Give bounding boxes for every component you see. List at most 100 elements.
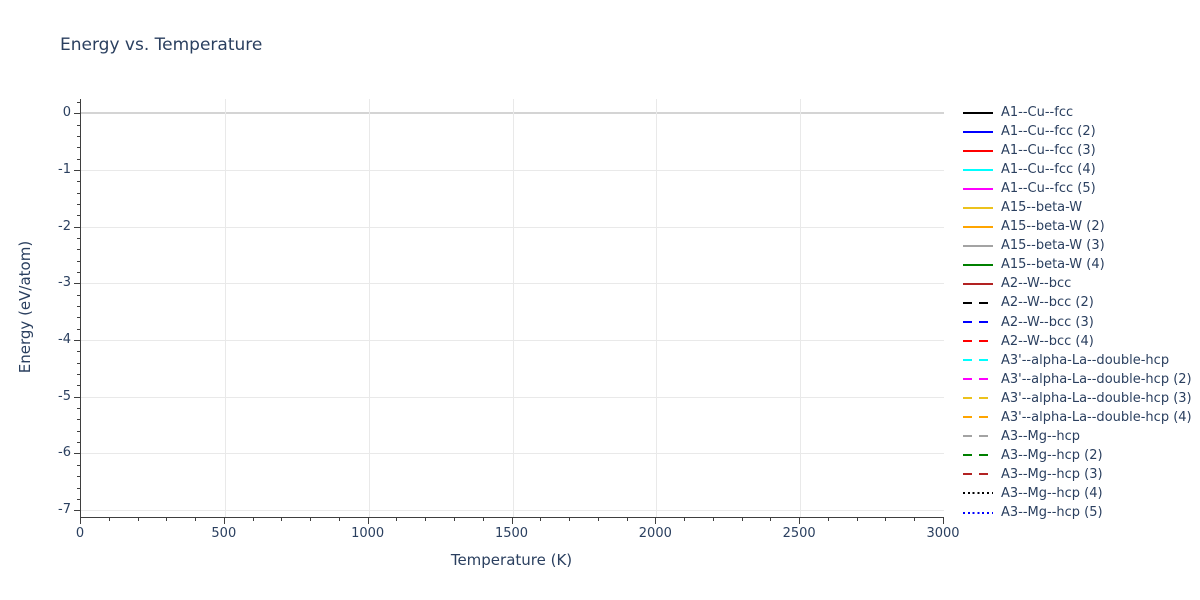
legend-item[interactable]: A3--Mg--hcp (4) bbox=[963, 484, 1192, 503]
legend-item[interactable]: A15--beta-W (4) bbox=[963, 255, 1192, 274]
legend-item[interactable]: A3'--alpha-La--double-hcp (4) bbox=[963, 408, 1192, 427]
legend-item[interactable]: A3--Mg--hcp (3) bbox=[963, 465, 1192, 484]
legend-line-swatch bbox=[963, 301, 993, 304]
chart-title: Energy vs. Temperature bbox=[60, 35, 263, 55]
x-minor-tick bbox=[626, 518, 628, 521]
legend-label: A15--beta-W (4) bbox=[1001, 257, 1105, 273]
legend-item[interactable]: A3'--alpha-La--double-hcp bbox=[963, 351, 1192, 370]
legend-line-swatch bbox=[963, 263, 993, 266]
y-minor-tick bbox=[77, 306, 80, 307]
legend-label: A3--Mg--hcp (2) bbox=[1001, 447, 1103, 463]
y-minor-tick bbox=[77, 181, 80, 183]
legend-item[interactable]: A3'--alpha-La--double-hcp (2) bbox=[963, 370, 1192, 389]
y-minor-tick bbox=[77, 408, 80, 410]
y-minor-tick bbox=[77, 271, 80, 273]
y-tick-label: -3 bbox=[58, 275, 71, 291]
legend-item[interactable]: A3--Mg--hcp (2) bbox=[963, 446, 1192, 465]
legend-item[interactable]: A2--W--bcc (2) bbox=[963, 293, 1192, 312]
y-minor-tick bbox=[77, 260, 80, 262]
y-tick-label: -4 bbox=[58, 332, 71, 348]
y-minor-tick bbox=[77, 135, 80, 137]
legend-label: A15--beta-W bbox=[1001, 200, 1083, 216]
legend-line-swatch bbox=[963, 340, 993, 343]
legend-item[interactable]: A15--beta-W bbox=[963, 198, 1192, 217]
y-minor-tick bbox=[77, 249, 80, 251]
legend-label: A3--Mg--hcp (5) bbox=[1001, 505, 1103, 520]
x-major-tick bbox=[511, 518, 513, 524]
legend-item[interactable]: A1--Cu--fcc (2) bbox=[963, 122, 1192, 141]
y-minor-tick bbox=[77, 192, 80, 194]
y-major-tick bbox=[74, 169, 80, 171]
legend-line-swatch bbox=[963, 168, 993, 171]
legend-item[interactable]: A1--Cu--fcc (3) bbox=[963, 141, 1192, 160]
x-tick-label: 3000 bbox=[926, 526, 960, 541]
legend-line-swatch bbox=[963, 454, 993, 457]
y-minor-tick bbox=[77, 317, 80, 319]
legend-item[interactable]: A1--Cu--fcc (4) bbox=[963, 160, 1192, 179]
x-major-tick bbox=[367, 518, 369, 524]
x-tick-label: 2000 bbox=[638, 526, 672, 541]
legend-item[interactable]: A3--Mg--hcp (5) bbox=[963, 503, 1192, 522]
legend-label: A2--W--bcc (4) bbox=[1001, 333, 1094, 349]
gridline-vertical bbox=[512, 99, 514, 517]
x-major-tick bbox=[655, 518, 657, 524]
legend-line-swatch bbox=[963, 111, 993, 114]
legend-line-swatch bbox=[963, 282, 993, 285]
x-minor-tick bbox=[166, 518, 168, 521]
legend-item[interactable]: A3--Mg--hcp bbox=[963, 427, 1192, 446]
legend-line-swatch bbox=[963, 225, 993, 228]
y-minor-tick bbox=[77, 215, 80, 217]
y-major-tick bbox=[74, 283, 80, 285]
y-minor-tick bbox=[77, 294, 80, 296]
legend-label: A3'--alpha-La--double-hcp (4) bbox=[1001, 409, 1192, 425]
plot-area[interactable] bbox=[80, 99, 944, 518]
x-minor-tick bbox=[252, 518, 254, 521]
legend-line-swatch bbox=[963, 187, 993, 190]
legend-label: A1--Cu--fcc (5) bbox=[1001, 181, 1096, 197]
legend-line-swatch bbox=[963, 321, 993, 324]
x-minor-tick bbox=[108, 518, 110, 521]
x-minor-tick bbox=[597, 518, 599, 521]
x-minor-tick bbox=[741, 518, 743, 521]
y-tick-label: -1 bbox=[58, 161, 71, 177]
y-minor-tick bbox=[77, 498, 80, 500]
legend-item[interactable]: A15--beta-W (2) bbox=[963, 217, 1192, 236]
legend-label: A15--beta-W (3) bbox=[1001, 238, 1105, 254]
x-tick-label: 2500 bbox=[782, 526, 816, 541]
x-minor-tick bbox=[396, 518, 398, 521]
legend-line-swatch bbox=[963, 359, 993, 362]
legend-label: A3--Mg--hcp (3) bbox=[1001, 466, 1103, 482]
y-minor-tick bbox=[77, 385, 80, 387]
legend-line-swatch bbox=[963, 206, 993, 209]
x-minor-tick bbox=[569, 518, 571, 521]
y-tick-label: -5 bbox=[58, 388, 71, 404]
y-minor-tick bbox=[77, 430, 80, 432]
y-minor-tick bbox=[77, 328, 80, 330]
legend-item[interactable]: A1--Cu--fcc (5) bbox=[963, 179, 1192, 198]
legend-item[interactable]: A2--W--bcc bbox=[963, 274, 1192, 293]
y-tick-label: 0 bbox=[62, 105, 71, 121]
x-minor-tick bbox=[914, 518, 916, 521]
x-minor-tick bbox=[684, 518, 686, 521]
legend-label: A3'--alpha-La--double-hcp bbox=[1001, 352, 1170, 368]
x-tick-label: 1500 bbox=[494, 526, 529, 541]
legend-line-swatch bbox=[963, 149, 993, 152]
y-major-tick bbox=[74, 113, 80, 115]
x-minor-tick bbox=[338, 518, 340, 521]
x-major-tick bbox=[943, 518, 944, 524]
y-minor-tick bbox=[77, 374, 80, 376]
legend-item[interactable]: A15--beta-W (3) bbox=[963, 236, 1192, 255]
legend-label: A3--Mg--hcp (4) bbox=[1001, 485, 1103, 501]
legend-item[interactable]: A1--Cu--fcc bbox=[963, 103, 1192, 122]
x-major-tick bbox=[223, 518, 225, 524]
legend: A1--Cu--fcc A1--Cu--fcc (2) A1--Cu--fcc (3… bbox=[963, 103, 1192, 522]
legend-label: A3--Mg--hcp bbox=[1001, 428, 1081, 444]
y-major-tick bbox=[74, 340, 80, 342]
legend-item[interactable]: A2--W--bcc (4) bbox=[963, 332, 1192, 351]
y-minor-tick bbox=[77, 158, 80, 160]
legend-item[interactable]: A3'--alpha-La--double-hcp (3) bbox=[963, 389, 1192, 408]
y-minor-tick bbox=[77, 464, 80, 466]
gridline-vertical bbox=[224, 99, 226, 517]
y-minor-tick bbox=[77, 442, 80, 444]
legend-item[interactable]: A2--W--bcc (3) bbox=[963, 313, 1192, 332]
